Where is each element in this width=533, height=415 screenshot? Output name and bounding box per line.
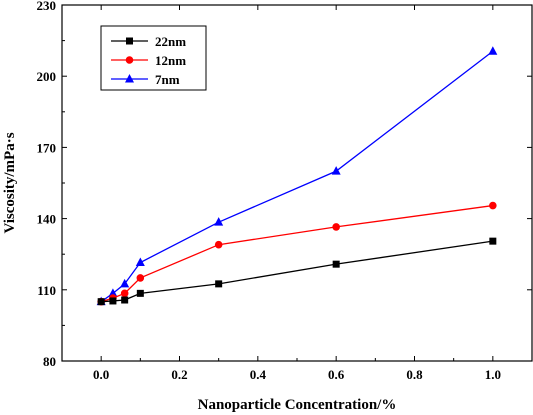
legend-marker (126, 37, 133, 45)
y-tick-label: 140 (37, 212, 57, 227)
data-point (108, 288, 118, 297)
data-point (332, 260, 340, 268)
data-point (488, 46, 498, 55)
x-tick-label: 0.6 (328, 367, 345, 382)
legend-label: 12nm (155, 53, 186, 68)
y-tick-label: 110 (37, 283, 56, 298)
x-tick-label: 1.0 (485, 367, 501, 382)
data-point (332, 223, 340, 231)
series-layer (96, 46, 498, 306)
data-point (214, 217, 224, 226)
data-point (489, 201, 497, 210)
series-line (100, 204, 493, 303)
series-7nm (96, 46, 498, 306)
y-tick-label: 170 (37, 140, 57, 155)
series-22nm (97, 237, 497, 306)
data-point (215, 280, 223, 288)
legend-label: 7nm (155, 72, 180, 87)
axis-ticks: 0.0 0.2 0.4 0.6 0.8 1.0 80 110 140 170 200 230 (37, 0, 532, 382)
x-tick-label: 0.8 (406, 367, 423, 382)
x-tick-label: 0.4 (250, 367, 267, 382)
data-point (109, 297, 117, 305)
legend-label: 22nm (155, 34, 186, 49)
legend-marker (125, 74, 134, 83)
legend-item: 22nm (111, 34, 186, 49)
data-point (121, 296, 129, 304)
data-point (120, 289, 129, 298)
data-point (97, 298, 105, 306)
y-tick-label: 80 (43, 354, 56, 369)
x-tick-label: 0.2 (171, 367, 187, 382)
y-tick-label: 230 (37, 0, 57, 13)
series-line (101, 240, 493, 303)
legend: 22nm 12nm 7nm (100, 25, 207, 91)
legend-marker (125, 56, 134, 64)
data-point (136, 274, 145, 282)
data-point (136, 289, 144, 297)
data-point (214, 240, 223, 249)
x-tick-label: 0.0 (93, 367, 109, 382)
legend-box (100, 25, 207, 91)
y-tick-label: 200 (37, 69, 57, 84)
data-point (489, 237, 497, 245)
y-axis-title: Viscosity/mPa·s (2, 132, 18, 233)
legend-item: 12nm (111, 53, 186, 68)
data-point (331, 166, 341, 175)
x-axis-title: Nanoparticle Concentration/% (198, 397, 397, 413)
data-point (120, 278, 130, 288)
data-point (135, 257, 145, 267)
legend-item: 7nm (111, 72, 180, 87)
